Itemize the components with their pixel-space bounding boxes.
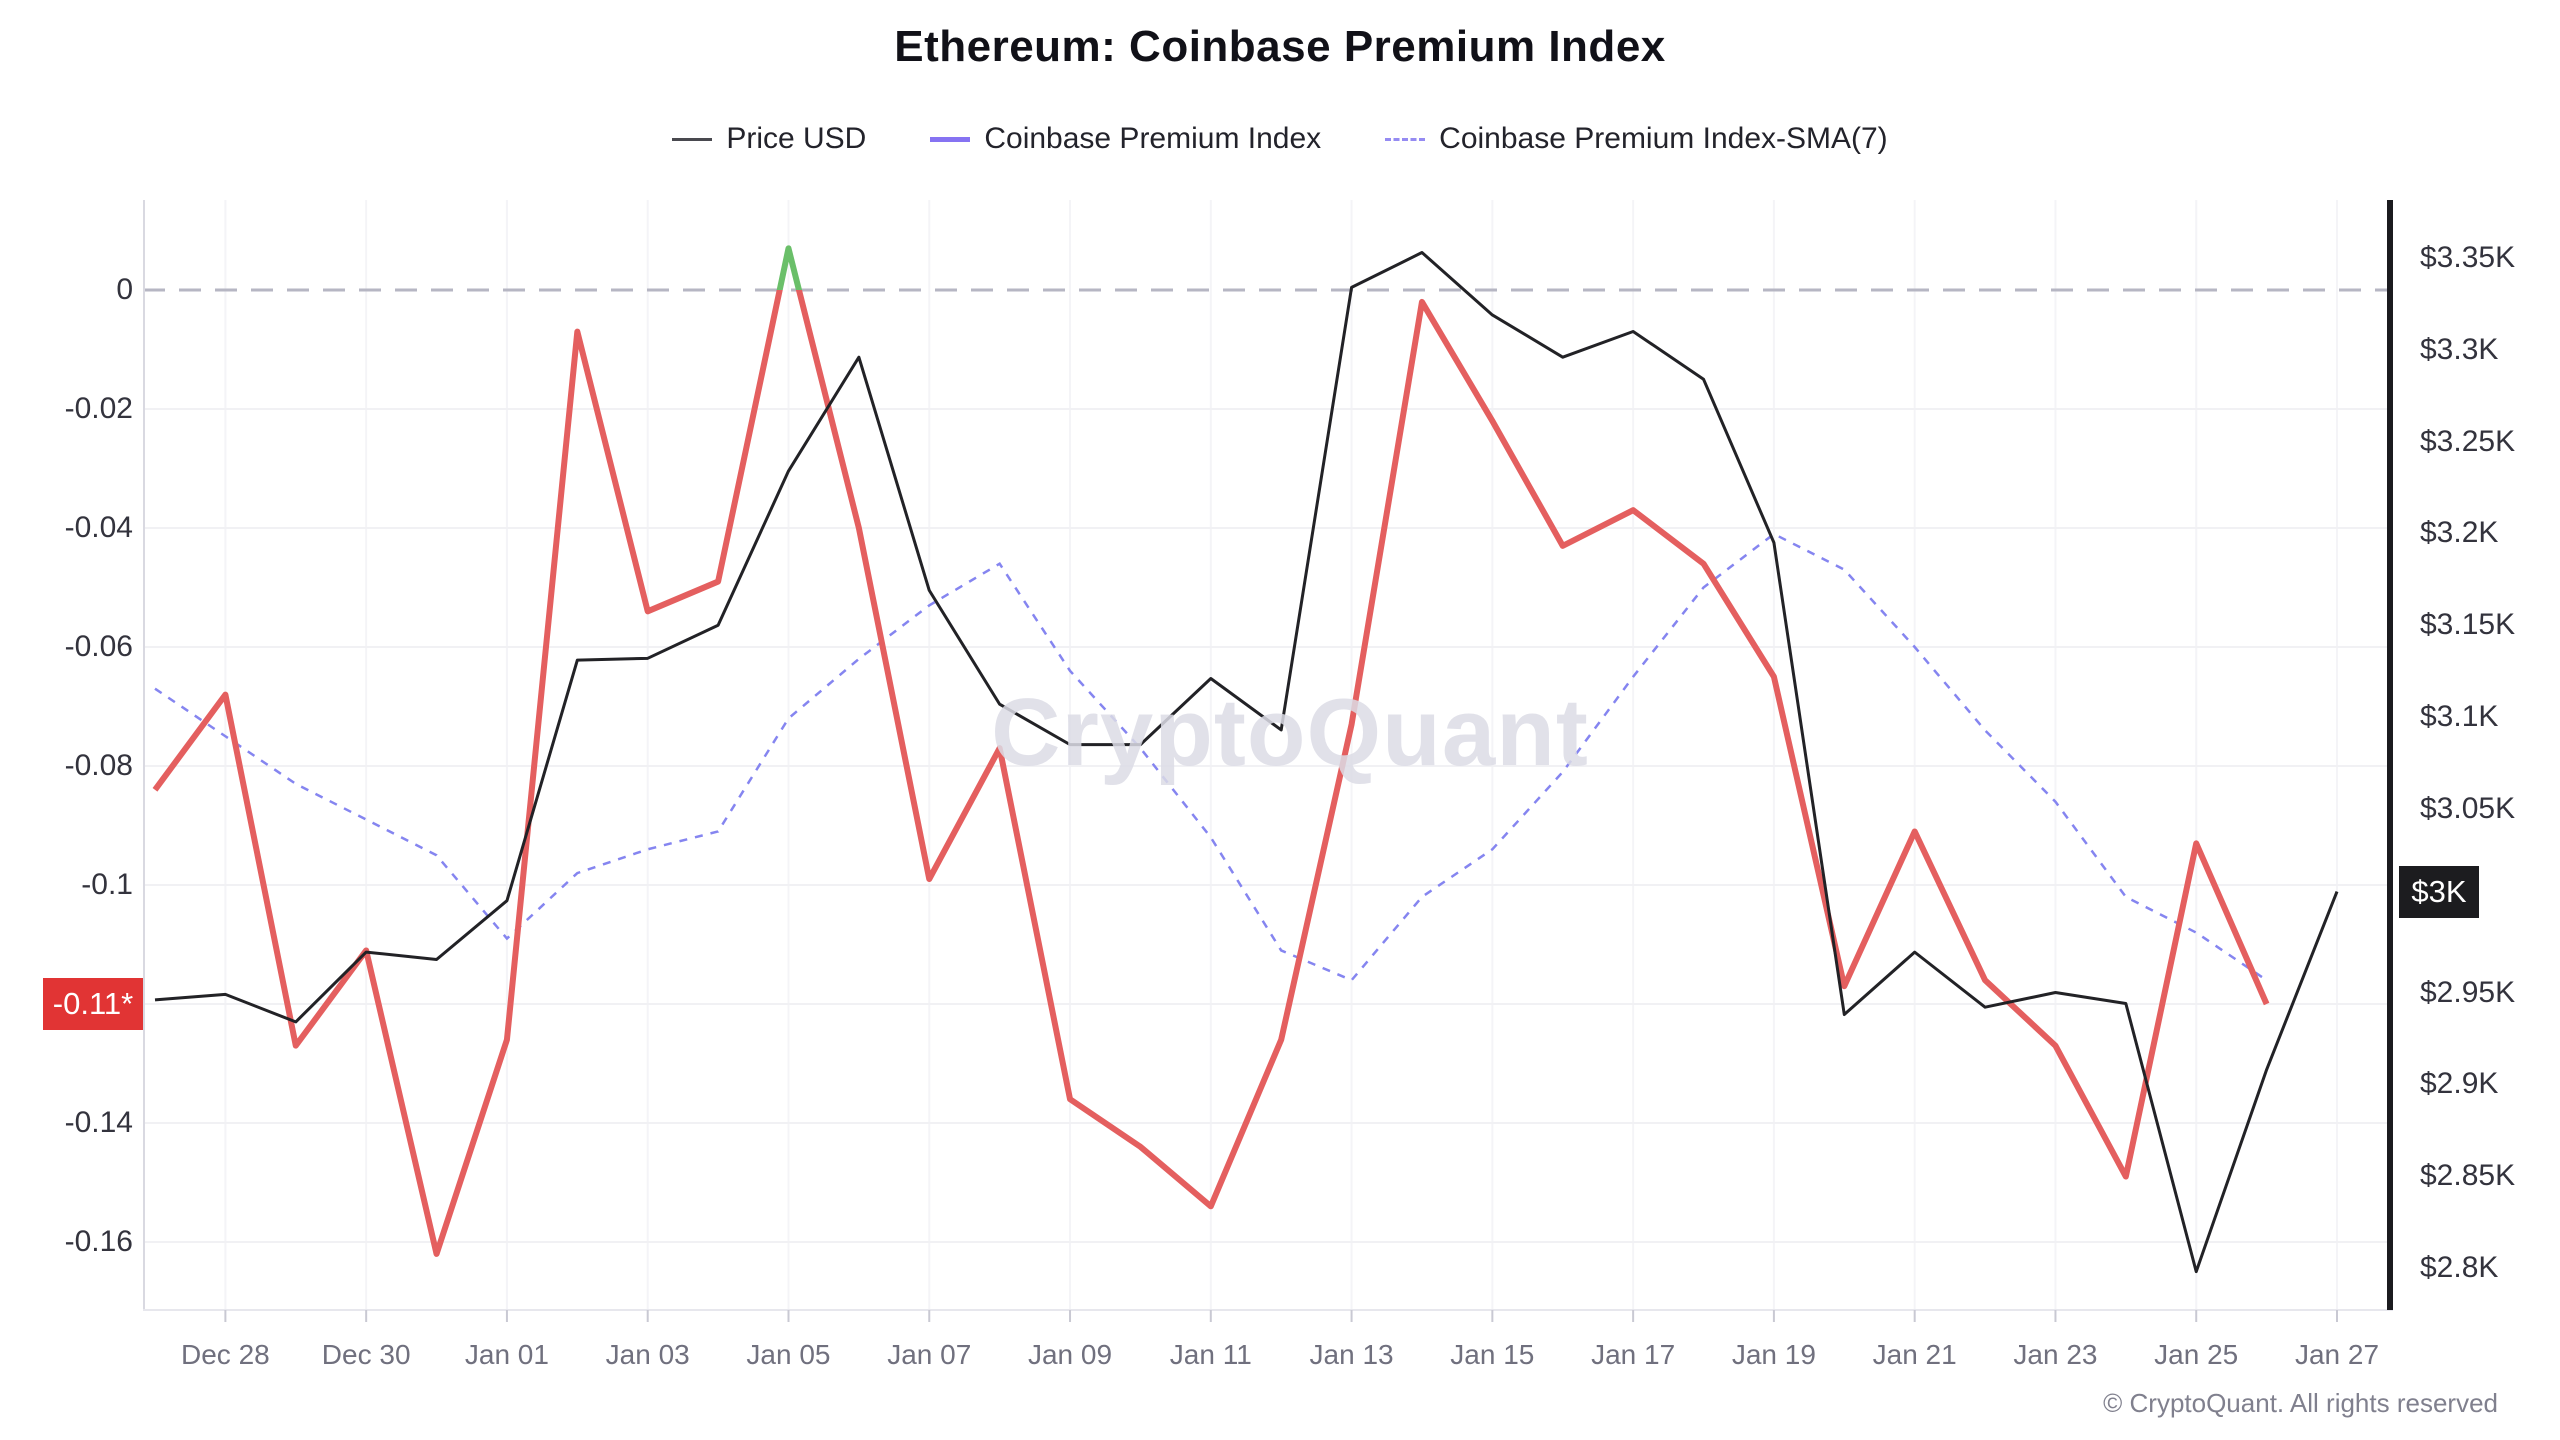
legend-item-coinbase-premium-index[interactable]: Coinbase Premium Index: [930, 122, 1321, 156]
y-axis-left-tick-label: -0.02: [64, 392, 133, 426]
y-axis-left-tick-label: -0.14: [64, 1105, 133, 1139]
price-line-swatch-icon: [672, 137, 713, 141]
x-axis-tick-label: Jan 07: [887, 1339, 972, 1370]
x-axis-tick-label: Jan 23: [2013, 1339, 2098, 1370]
y-axis-right-tick-label: $2.8K: [2420, 1250, 2499, 1284]
x-axis-tick-label: Jan 03: [605, 1339, 690, 1370]
price-usd-line: [154, 251, 2339, 1274]
x-axis-tick-label: Dec 28: [181, 1339, 270, 1370]
x-axis-tick-label: Jan 05: [746, 1339, 831, 1370]
x-axis-tick-label: Jan 17: [1591, 1339, 1676, 1370]
y-axis-left-tick-label: -0.16: [64, 1224, 133, 1258]
y-axis-right-tick-label: $3.3K: [2420, 332, 2499, 366]
x-axis-tick-label: Dec 30: [321, 1339, 411, 1370]
legend: Price USD Coinbase Premium Index Coinbas…: [0, 122, 2560, 156]
y-axis-left-tick-label: -0.06: [64, 630, 133, 663]
x-axis-tick-label: Jan 15: [1450, 1339, 1535, 1370]
y-axis-right-tick-label: $2.85K: [2420, 1159, 2516, 1193]
chart-plot-area[interactable]: [143, 200, 2393, 1330]
x-axis-tick-label: Jan 19: [1731, 1339, 1816, 1370]
y-axis-left-tick-label: -0.08: [64, 749, 133, 782]
x-axis-tick-label: Jan 13: [1309, 1339, 1394, 1370]
y-axis-left-tick-label: -0.1: [81, 868, 133, 901]
chart-title: Ethereum: Coinbase Premium Index: [894, 22, 1666, 71]
x-axis-tick-label: Jan 27: [2294, 1339, 2380, 1370]
y-axis-right-tick-label: $3.15K: [2420, 608, 2516, 642]
legend-label-price-usd: Price USD: [726, 122, 867, 155]
y-axis-right-tick-label: $3.05K: [2420, 791, 2516, 825]
legend-item-premium-index-sma7[interactable]: Coinbase Premium Index-SMA(7): [1385, 122, 1888, 156]
y-axis-right-tick-label: $3.25K: [2420, 424, 2516, 458]
legend-item-price-usd[interactable]: Price USD: [672, 122, 866, 156]
copyright-text: © CryptoQuant. All rights reserved: [2103, 1388, 2498, 1418]
y-axis-left-tick-label: 0: [116, 273, 133, 307]
y-axis-right-tick-label: $3.35K: [2420, 241, 2516, 275]
latest-price-value-badge: $3K: [2399, 865, 2479, 918]
premium-index-line-negative: [152, 290, 2270, 1257]
sma7-line: [154, 532, 2268, 982]
sma-dashed-line-swatch-icon: [1385, 137, 1426, 141]
y-axis-right-tick-label: $3.1K: [2420, 700, 2499, 734]
legend-label-premium-index-sma7: Coinbase Premium Index-SMA(7): [1439, 122, 1888, 155]
latest-premium-value-badge: -0.11*: [43, 978, 143, 1030]
y-axis-left-tick-label: -0.04: [64, 511, 133, 544]
y-axis-right-tick-label: $2.9K: [2420, 1067, 2499, 1101]
y-axis-right-tick-label: $2.95K: [2420, 975, 2516, 1009]
x-axis-tick-label: Jan 21: [1872, 1339, 1957, 1370]
x-axis-tick-label: Jan 09: [1027, 1339, 1113, 1370]
y-axis-right-tick-label: $3.2K: [2420, 516, 2499, 550]
right-axis-bar: [2387, 200, 2393, 1310]
legend-label-coinbase-premium-index: Coinbase Premium Index: [984, 122, 1322, 155]
x-axis-tick-label: Jan 11: [1169, 1339, 1252, 1370]
x-axis-tick-label: Jan 01: [464, 1339, 549, 1370]
x-axis-tick-label: Jan 25: [2154, 1339, 2239, 1370]
premium-index-line-swatch-icon: [930, 136, 971, 142]
